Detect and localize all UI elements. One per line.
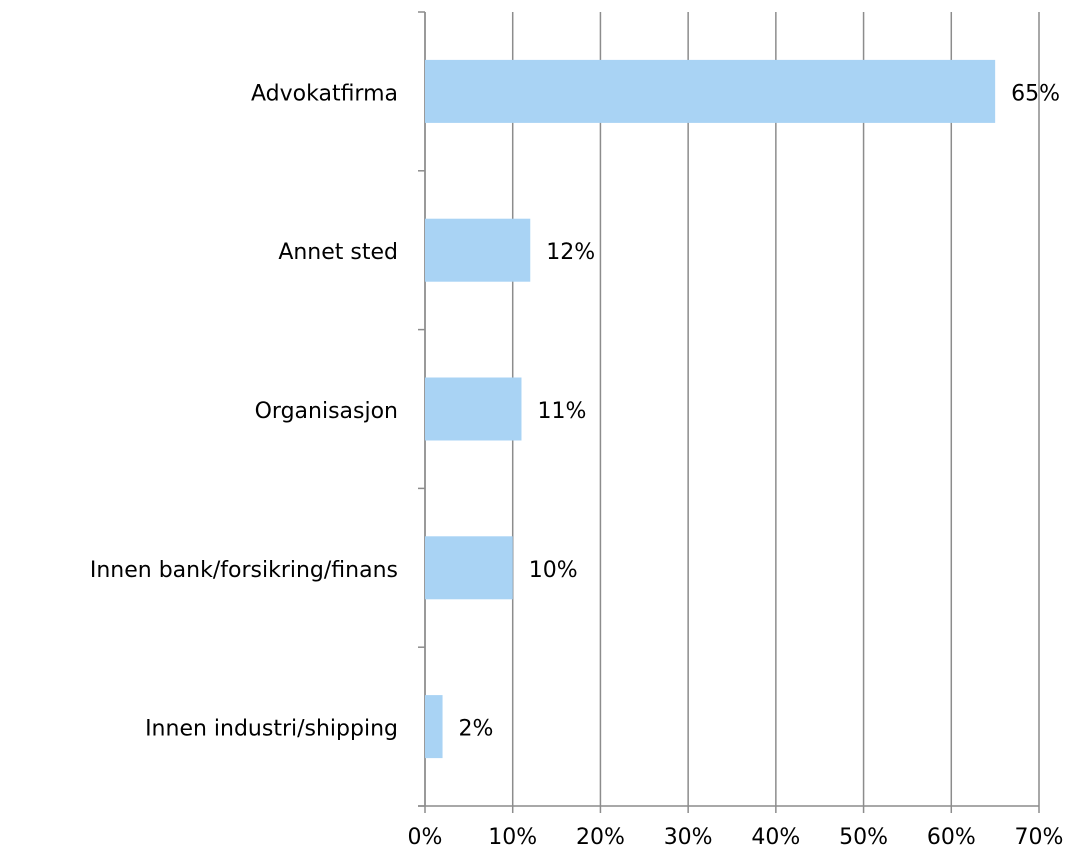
bar [425, 536, 513, 600]
x-tick-label: 40% [751, 825, 800, 850]
value-label: 12% [546, 240, 595, 265]
bar [425, 59, 996, 123]
x-tick-label: 20% [576, 825, 625, 850]
x-tick-label: 50% [839, 825, 888, 850]
value-label: 65% [1011, 81, 1060, 106]
value-label: 2% [459, 717, 494, 742]
x-tick-label: 30% [664, 825, 713, 850]
y-tick-label: Organisasjon [255, 399, 398, 424]
bar [425, 218, 531, 282]
y-tick-label: Annet sted [278, 240, 398, 265]
x-tick-label: 0% [408, 825, 443, 850]
bar [425, 377, 522, 441]
value-label: 10% [529, 558, 578, 583]
x-tick-label: 60% [927, 825, 976, 850]
value-label: 11% [537, 399, 586, 424]
bar [425, 695, 443, 759]
y-tick-label: Advokatfirma [251, 81, 398, 106]
x-tick-label: 10% [488, 825, 537, 850]
y-tick-label: Innen industri/shipping [145, 717, 398, 742]
x-tick-label: 70% [1015, 825, 1064, 850]
y-tick-label: Innen bank/forsikring/finans [90, 558, 398, 583]
